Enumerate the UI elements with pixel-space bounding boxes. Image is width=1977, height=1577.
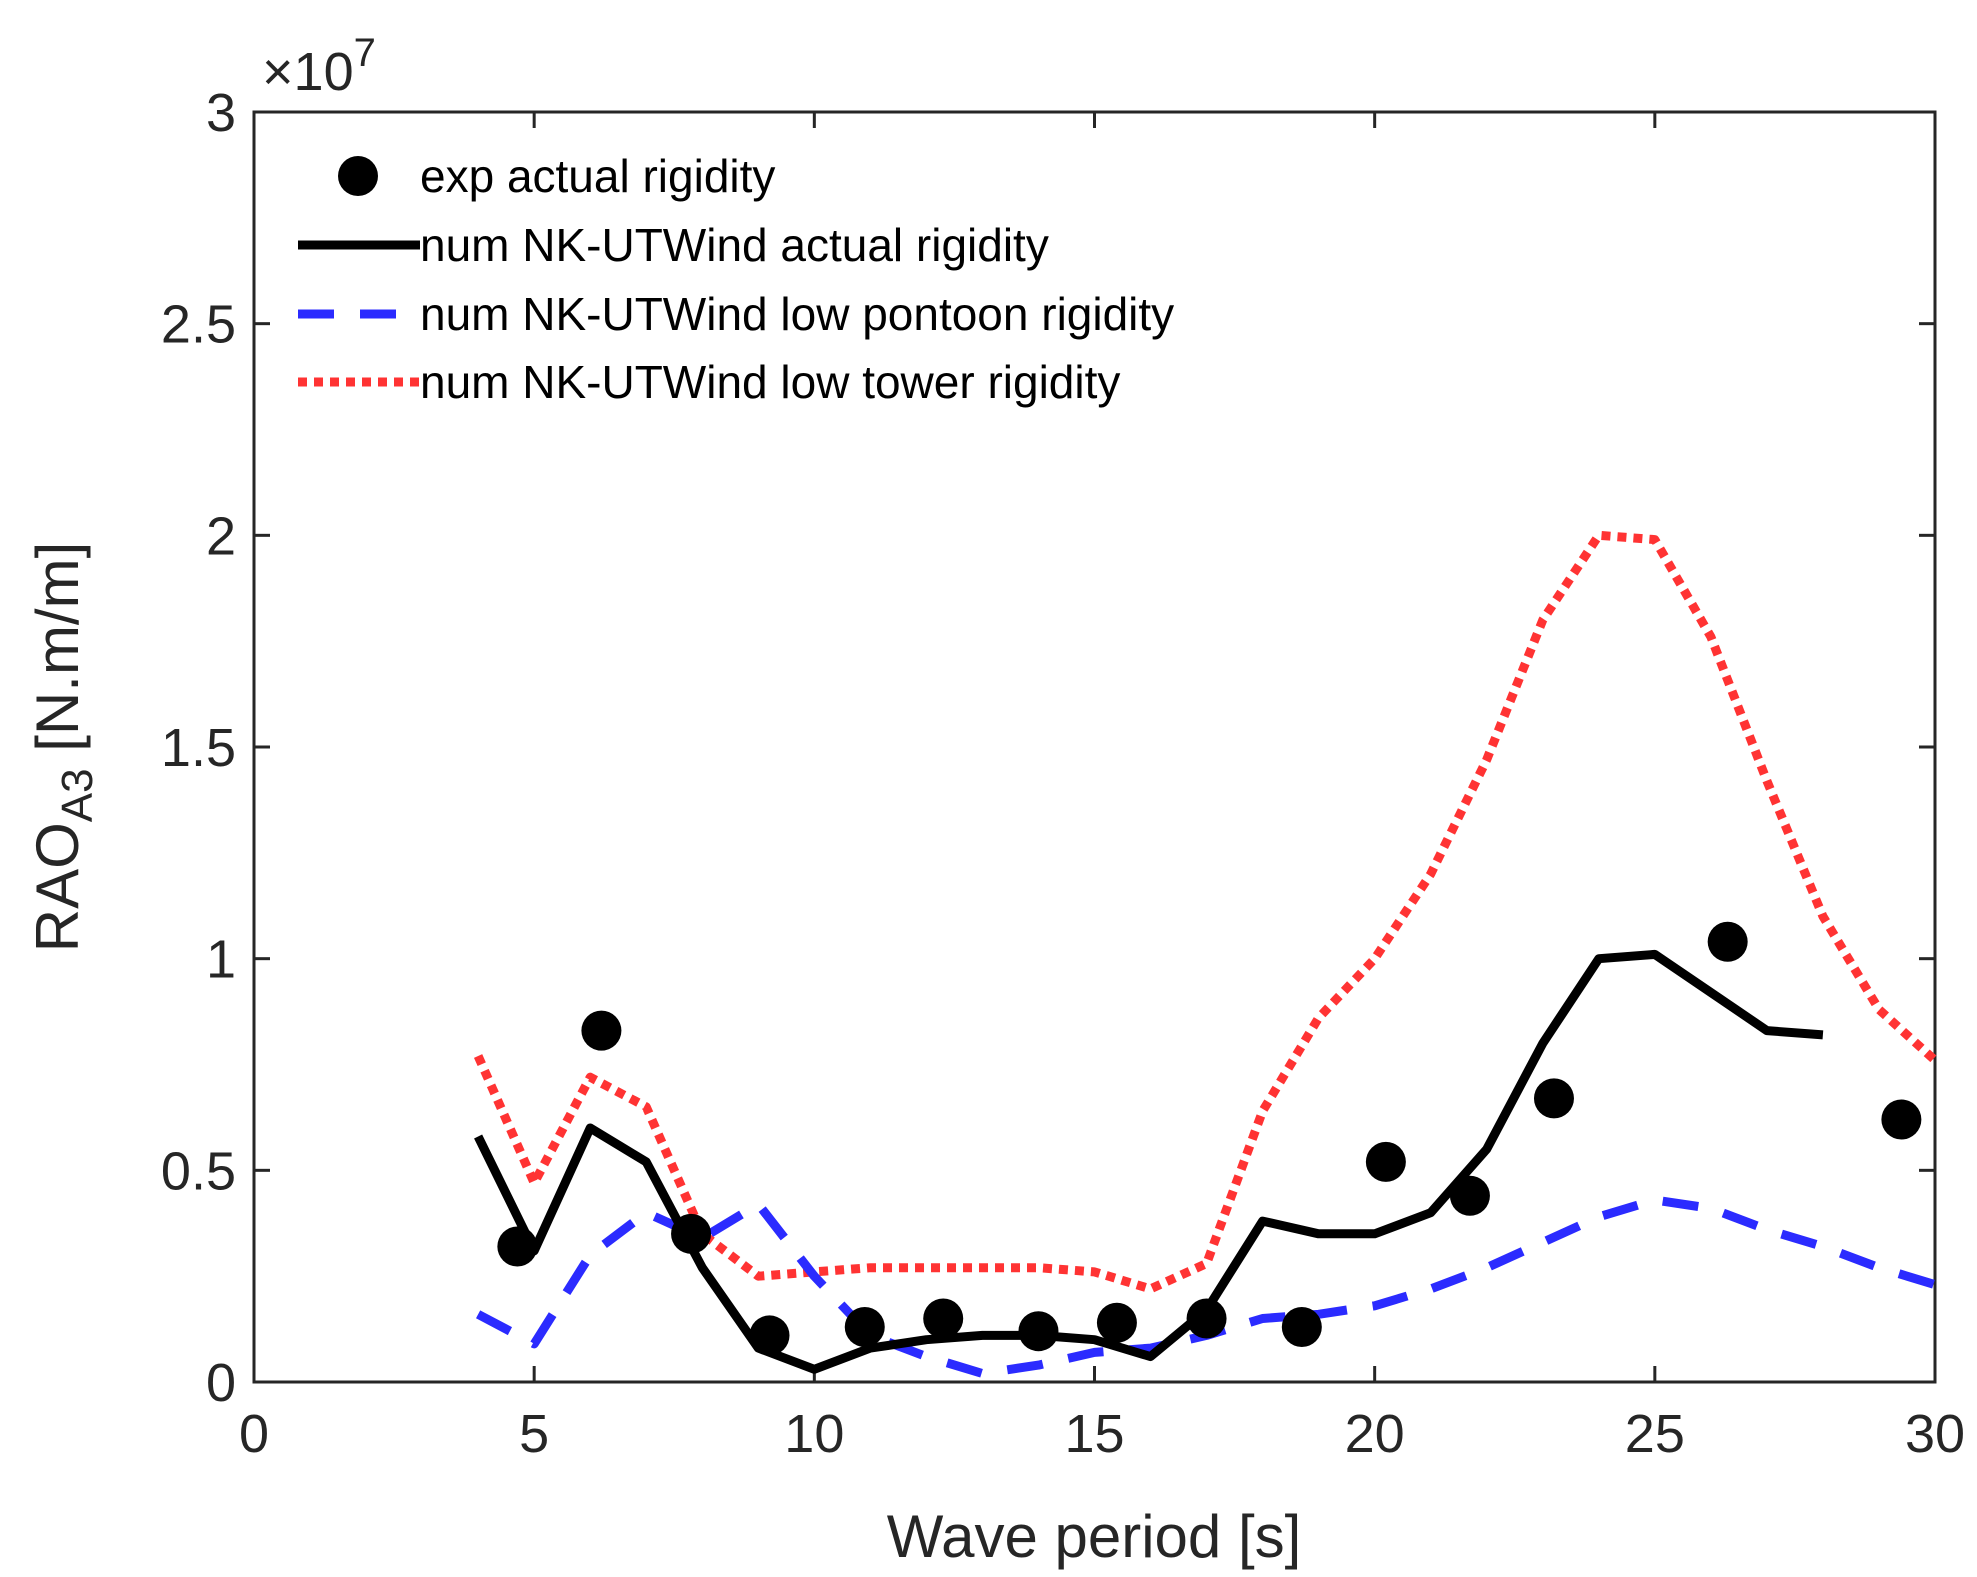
legend-marker-exp-actual <box>338 156 378 196</box>
x-tick-label: 25 <box>1625 1404 1685 1464</box>
series-line-num-actual-rigidity <box>474 949 1824 1374</box>
data-point-exp-actual-rigidity <box>497 1226 538 1267</box>
data-point-exp-actual-rigidity <box>1096 1302 1137 1343</box>
plot-area <box>252 110 1937 1384</box>
y-axis-tick-labels: 0 0.5 1 1.5 2 2.5 3 <box>161 83 236 1413</box>
exponent-label: ×107 <box>262 31 376 102</box>
y-axis-title-subscript: A3 <box>53 768 102 822</box>
y-tick-label: 1.5 <box>161 718 236 778</box>
x-tick-label: 30 <box>1905 1404 1965 1464</box>
legend-label-low-pontoon: num NK-UTWind low pontoon rigidity <box>420 288 1174 340</box>
y-tick-label: 3 <box>206 83 236 143</box>
exponent-power: 7 <box>354 31 376 75</box>
y-tick-label: 1 <box>206 930 236 990</box>
data-point-exp-actual-rigidity <box>1365 1141 1406 1182</box>
data-point-exp-actual-rigidity <box>1881 1099 1922 1140</box>
data-point-exp-actual-rigidity <box>671 1213 712 1254</box>
legend-label-low-tower: num NK-UTWind low tower rigidity <box>420 356 1120 408</box>
data-point-exp-actual-rigidity <box>581 1010 622 1051</box>
y-tick-label: 0 <box>206 1353 236 1413</box>
data-point-exp-actual-rigidity <box>844 1306 885 1347</box>
y-tick-label: 2 <box>206 506 236 566</box>
data-point-exp-actual-rigidity <box>1533 1078 1574 1119</box>
x-tick-label: 20 <box>1345 1404 1405 1464</box>
y-axis-title-main: RAO <box>24 822 91 952</box>
legend: exp actual rigidity num NK-UTWind actual… <box>298 150 1174 408</box>
x-tick-label: 0 <box>239 1404 269 1464</box>
y-tick-label: 2.5 <box>161 295 236 355</box>
y-tick-label: 0.5 <box>161 1141 236 1201</box>
data-point-exp-actual-rigidity <box>1449 1175 1490 1216</box>
y-axis-title-unit: [N.m/m] <box>24 542 91 769</box>
tick-marks <box>252 110 1937 1384</box>
data-point-exp-actual-rigidity <box>749 1315 790 1356</box>
x-tick-label: 10 <box>784 1404 844 1464</box>
exponent-prefix: ×10 <box>262 42 354 102</box>
legend-label-num-actual: num NK-UTWind actual rigidity <box>420 219 1049 271</box>
series-layer <box>473 530 1939 1378</box>
x-tick-label: 15 <box>1064 1404 1124 1464</box>
x-axis-tick-labels: 0 5 10 15 20 25 30 <box>239 1404 1965 1464</box>
y-axis-title: RAOA3 [N.m/m] <box>24 542 102 953</box>
data-point-exp-actual-rigidity <box>1281 1306 1322 1347</box>
legend-label-exp-actual: exp actual rigidity <box>420 150 775 202</box>
data-point-exp-actual-rigidity <box>923 1298 964 1339</box>
series-line-low-tower-rigidity <box>473 530 1939 1294</box>
data-point-exp-actual-rigidity <box>1186 1298 1227 1339</box>
x-tick-label: 5 <box>519 1404 549 1464</box>
data-point-exp-actual-rigidity <box>1018 1311 1059 1352</box>
data-point-exp-actual-rigidity <box>1707 921 1748 962</box>
x-axis-title: Wave period [s] <box>887 1503 1302 1570</box>
